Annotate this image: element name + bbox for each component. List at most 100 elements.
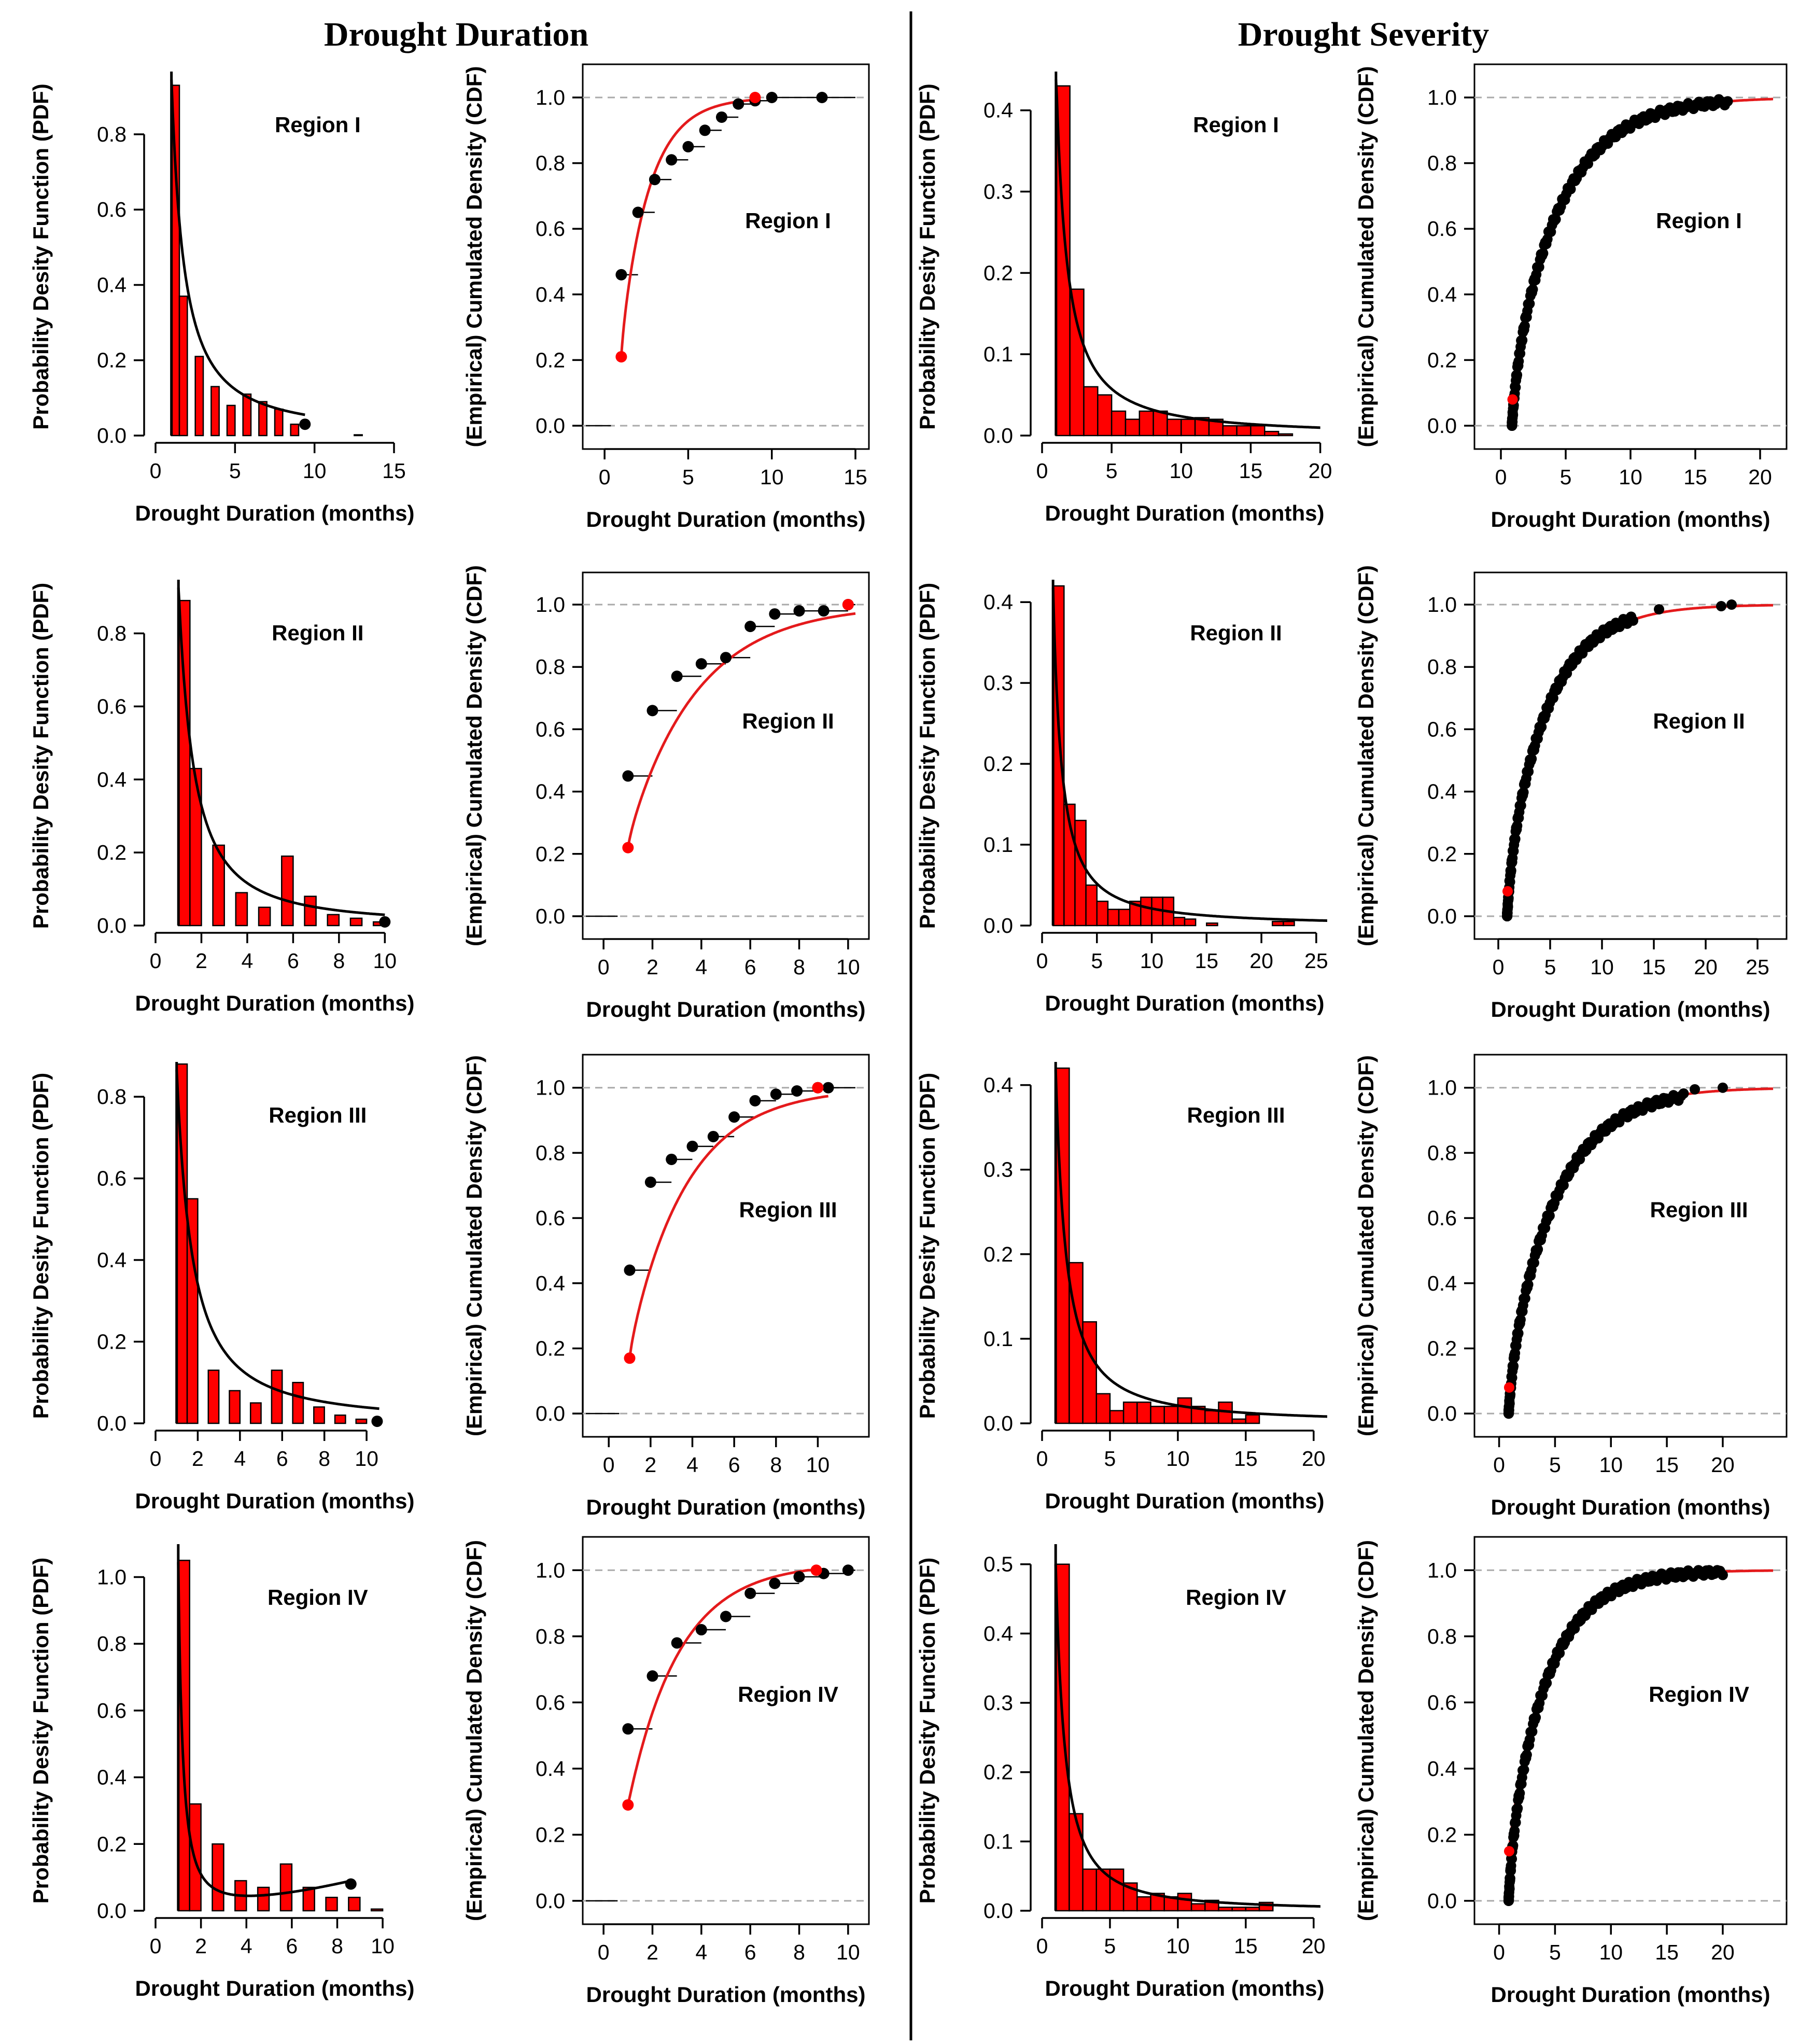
hist-bar — [258, 401, 268, 437]
panel-dd-cdf-1: 0 5 10 15 0.0 0.2 0.4 0.6 0.8 1.0 Drought Duration… — [462, 63, 870, 531]
y-tick-label: 0.0 — [1427, 414, 1457, 438]
hist-bar — [1236, 425, 1252, 437]
x-tick-label: 6 — [286, 1934, 298, 1958]
x-tick-label: 15 — [1234, 1447, 1258, 1471]
hist-bar — [1107, 908, 1120, 927]
x-tick-label: 10 — [1590, 955, 1614, 979]
y-axis-label: Probability Desity Function (PDF) — [915, 1073, 939, 1419]
x-axis-label: Drought Duration (months) — [586, 1495, 866, 1519]
plot-box — [1473, 1054, 1788, 1438]
title-drought-duration: Drought Duration — [324, 16, 588, 53]
end-point — [299, 418, 311, 430]
cdf-point — [1527, 1726, 1538, 1737]
cdf-start-point — [622, 1799, 634, 1811]
y-tick-label: 0.3 — [983, 180, 1013, 204]
x-tick-label: 10 — [373, 949, 397, 973]
cdf-point — [615, 269, 627, 281]
y-tick-label: 0.6 — [536, 1206, 565, 1230]
cdf-start-point — [1503, 1846, 1514, 1857]
y-tick-label: 0.6 — [536, 1690, 565, 1714]
cdf-fit-curve — [620, 98, 755, 357]
x-axis-label: Drought Duration (months) — [135, 1976, 415, 2000]
cdf-point — [720, 1611, 732, 1622]
hist-bar — [355, 1418, 368, 1424]
x-tick-label: 15 — [1195, 949, 1219, 973]
cdf-point — [1717, 1570, 1728, 1580]
y-tick-label: 0.8 — [536, 655, 565, 679]
hist-bar — [325, 1897, 338, 1912]
x-tick-label: 10 — [1619, 465, 1642, 489]
x-axis-label: Drought Duration (months) — [1491, 997, 1770, 1021]
region-label: Region I — [745, 208, 831, 233]
hist-bar — [1177, 1893, 1192, 1912]
region-label: Region III — [1187, 1103, 1285, 1127]
hist-bar — [1163, 1406, 1179, 1424]
x-tick-label: 4 — [234, 1447, 246, 1471]
y-tick-label: 0.4 — [536, 283, 565, 306]
cdf-point — [816, 91, 828, 103]
y-axis-label: (Empirical) Cumulated Density (CDF) — [1354, 565, 1378, 946]
x-tick-label: 5 — [1560, 465, 1572, 489]
cdf-point — [1513, 1328, 1524, 1339]
y-axis-label: Probability Desity Function (PDF) — [29, 1558, 53, 1903]
cdf-end-point — [812, 1082, 824, 1094]
pdf-fit-curve — [177, 587, 385, 916]
x-tick-label: 0 — [1036, 949, 1048, 973]
hist-bar — [1136, 1896, 1151, 1912]
y-tick-label: 0.4 — [1427, 1271, 1457, 1295]
cdf-point — [793, 1571, 805, 1583]
x-axis-label: Drought Duration (months) — [1491, 507, 1770, 531]
y-tick-label: 0.4 — [983, 1621, 1013, 1645]
hist-bar — [1264, 430, 1280, 437]
y-tick-label: 0.8 — [536, 151, 565, 175]
y-tick-label: 0.2 — [983, 261, 1013, 285]
y-tick-label: 0.5 — [983, 1552, 1013, 1576]
y-tick-label: 0.4 — [983, 590, 1013, 614]
y-tick-label: 1.0 — [536, 593, 565, 617]
x-tick-label: 0 — [1493, 1453, 1505, 1477]
y-tick-label: 0.4 — [536, 1271, 565, 1295]
x-tick-label: 5 — [1091, 949, 1103, 973]
y-tick-label: 0.2 — [1427, 348, 1457, 372]
region-label: Region III — [269, 1103, 367, 1127]
panel-ds-cdf-3: 0 5 10 15 20 0.0 0.2 0.4 0.6 0.8 1.0 Drought Durati… — [1354, 1054, 1788, 1519]
x-tick-label: 8 — [793, 955, 805, 979]
x-tick-label: 2 — [646, 1940, 658, 1964]
y-tick-label: 0.2 — [1427, 1823, 1457, 1846]
cdf-point — [1527, 284, 1538, 295]
x-tick-label: 20 — [1711, 1940, 1735, 1964]
cdf-fit-curve — [626, 612, 856, 848]
hist-bar — [370, 1908, 384, 1912]
plot-box — [582, 571, 870, 940]
y-tick-label: 0.0 — [97, 1411, 127, 1435]
y-tick-label: 0.4 — [1427, 283, 1457, 306]
x-tick-label: 8 — [793, 1940, 805, 1964]
cdf-point — [1514, 1788, 1525, 1799]
x-tick-label: 10 — [1166, 1447, 1190, 1471]
cdf-point — [793, 605, 805, 617]
pdf-fit-curve — [1051, 587, 1327, 922]
region-label: Region IV — [1649, 1682, 1749, 1706]
x-tick-label: 5 — [1549, 1453, 1561, 1477]
x-tick-label: 10 — [836, 1940, 860, 1964]
cdf-point — [818, 605, 830, 617]
hist-bar — [1109, 1410, 1125, 1424]
x-tick-label: 10 — [371, 1934, 395, 1958]
hist-bar — [290, 423, 300, 437]
y-tick-label: 0.0 — [983, 914, 1013, 937]
cdf-point — [1512, 1803, 1523, 1814]
y-tick-label: 0.8 — [97, 1632, 127, 1656]
y-tick-label: 0.8 — [97, 122, 127, 146]
plot-box — [1473, 1536, 1788, 1925]
region-label: Region IV — [1186, 1585, 1286, 1609]
y-tick-label: 1.0 — [1427, 1558, 1457, 1582]
hist-bar — [349, 917, 363, 927]
y-tick-label: 0.3 — [983, 1691, 1013, 1715]
cdf-point — [769, 608, 781, 620]
y-tick-label: 1.0 — [1427, 1076, 1457, 1100]
cdf-point — [770, 1088, 782, 1100]
x-tick-label: 20 — [1711, 1453, 1735, 1477]
cdf-point — [720, 652, 732, 664]
x-tick-label: 4 — [695, 1940, 707, 1964]
cdf-point — [744, 621, 756, 633]
